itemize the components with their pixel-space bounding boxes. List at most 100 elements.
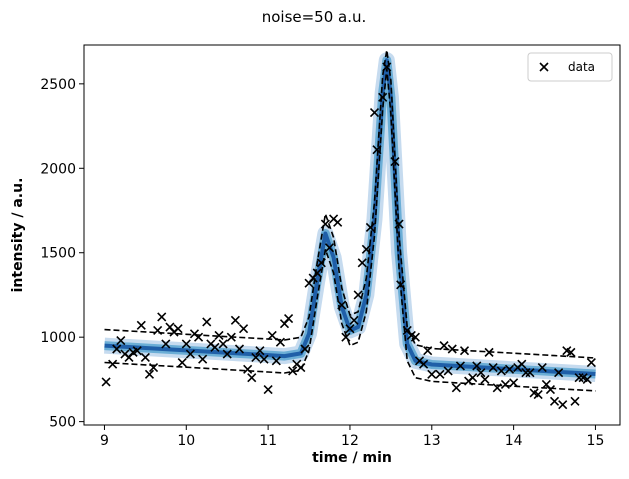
data-point [108, 359, 118, 369]
data-point [230, 315, 240, 325]
data-point [157, 312, 167, 322]
data-point [255, 346, 265, 356]
data-point [372, 145, 382, 155]
x-tick-label: 12 [341, 433, 359, 449]
data-point [136, 320, 146, 330]
data-point [234, 344, 245, 354]
data-point [521, 368, 531, 378]
model-mean [104, 58, 596, 376]
plot-frame [83, 44, 621, 426]
data-point [439, 341, 449, 351]
data-point [558, 400, 568, 410]
data-point [144, 369, 155, 379]
data-point [312, 268, 322, 278]
y-tick-label: 1000 [40, 330, 76, 346]
x-tick-label: 11 [259, 433, 277, 449]
data-point [582, 374, 592, 384]
data-point [101, 377, 111, 387]
data-point [271, 356, 281, 366]
data-point [586, 357, 596, 368]
data-point [349, 315, 359, 325]
data-point [185, 349, 195, 359]
data-point [378, 92, 388, 102]
data-point [357, 258, 367, 268]
data-point [337, 300, 347, 310]
data-point [423, 346, 433, 356]
data-point [459, 346, 470, 356]
data-point [316, 258, 326, 268]
data-point [566, 347, 576, 357]
y-tick-label: 2000 [40, 161, 76, 177]
data-point [447, 344, 457, 354]
data-point [525, 368, 535, 378]
y-tick-label: 500 [49, 415, 76, 431]
data-point [202, 317, 212, 327]
data-point [296, 363, 306, 373]
data-point [341, 332, 351, 342]
data-point [574, 373, 584, 383]
data-point [484, 347, 494, 357]
data-point [259, 354, 269, 364]
y-axis-label: intensity / a.u. [10, 178, 26, 293]
data-point [116, 335, 126, 346]
data-point [570, 396, 580, 406]
data-point [198, 354, 208, 364]
data-point [504, 364, 515, 374]
x-tick-label: 13 [423, 433, 441, 449]
data-point [112, 344, 122, 354]
data-point [161, 339, 171, 349]
data-point [369, 107, 380, 118]
legend-marker [539, 62, 549, 72]
x-tick-label: 10 [177, 433, 195, 449]
data-point [320, 219, 330, 229]
data-point [263, 384, 273, 395]
data-point [419, 359, 429, 369]
data-point [382, 62, 392, 72]
data-point [451, 383, 461, 393]
data-point [222, 349, 232, 359]
data-point [554, 368, 564, 378]
data-point [267, 330, 277, 341]
data-point [275, 337, 285, 347]
data-point [476, 368, 486, 378]
data-point [353, 290, 363, 300]
data-point [153, 325, 163, 335]
data-point [226, 332, 236, 342]
data-point [488, 363, 498, 373]
data-point [214, 330, 224, 341]
data-point [435, 369, 445, 379]
y-tick-label: 1500 [40, 246, 76, 262]
plot-area [101, 49, 596, 410]
x-tick-label: 14 [505, 433, 523, 449]
data-point [390, 156, 400, 167]
data-point [533, 390, 543, 400]
data-point [173, 324, 183, 334]
y-tick-label: 2500 [40, 77, 76, 93]
legend-box [527, 52, 613, 82]
data-point [361, 244, 371, 254]
data-point [427, 369, 437, 379]
model-lower [104, 68, 596, 392]
data-point [243, 364, 253, 374]
data-point [496, 366, 506, 376]
data-point [239, 324, 249, 334]
data-point [333, 217, 343, 227]
data-point [410, 332, 420, 342]
data-point [537, 363, 547, 373]
data-point [455, 361, 465, 371]
data-point [181, 339, 191, 349]
x-tick-label: 15 [587, 433, 605, 449]
data-point [324, 243, 335, 253]
x-tick-label: 9 [100, 433, 109, 449]
data-point [443, 366, 453, 376]
data-point [365, 222, 375, 232]
data-point [247, 373, 257, 383]
data-point [545, 384, 556, 395]
data-point [284, 314, 294, 324]
data-point [177, 357, 187, 368]
x-axis-label: time / min [312, 450, 392, 466]
chart-title: noise=50 a.u. [262, 8, 367, 26]
data-point [394, 219, 404, 229]
data-point [218, 339, 228, 349]
